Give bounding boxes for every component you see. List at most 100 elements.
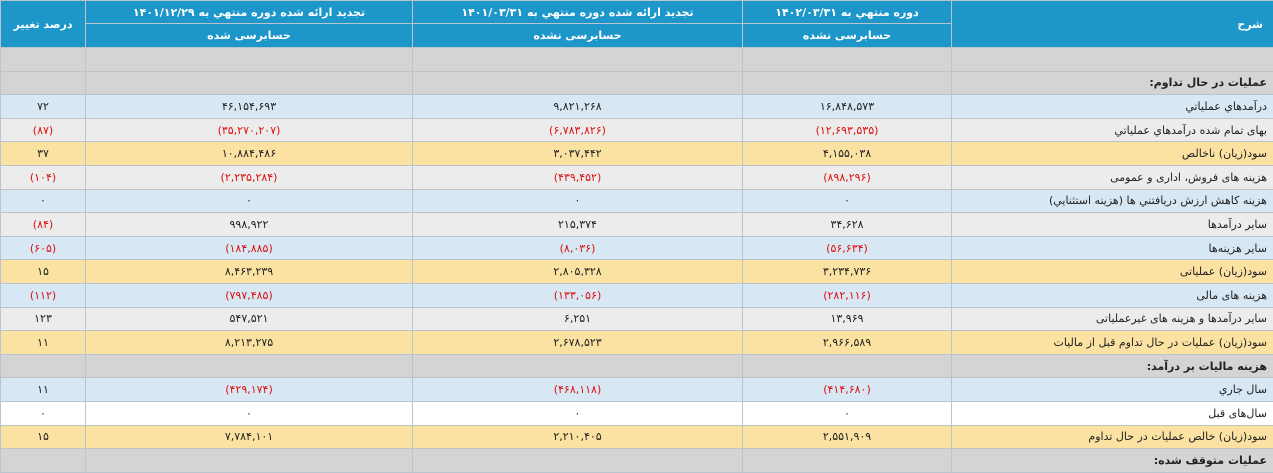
value-1402	[743, 71, 952, 95]
change-percent: (۸۴)	[1, 213, 86, 237]
value-1401-12	[86, 48, 413, 72]
value-1401-03: ۶,۲۵۱	[413, 307, 743, 331]
row-label: هزينه کاهش ارزش دريافتني ها (هزينه استثن…	[952, 189, 1273, 213]
value-1401-03: (۴۶۸,۱۱۸)	[413, 378, 743, 402]
table-row: سایر هزینه‌ها(۵۶,۶۳۴)(۸,۰۳۶)(۱۸۴,۸۸۵)(۶۰…	[1, 236, 1273, 260]
value-1402: ۲,۵۵۱,۹۰۹	[743, 425, 952, 449]
value-1401-03: (۸,۰۳۶)	[413, 236, 743, 260]
change-percent: ۱۱	[1, 378, 86, 402]
change-percent-header: درصد تغيير	[1, 1, 86, 48]
section-row: هزينه ماليات بر درآمد:	[1, 354, 1273, 378]
table-row: هزينه هاى مالى(۲۸۲,۱۱۶)(۱۳۳,۰۵۶)(۷۹۷,۴۸۵…	[1, 283, 1273, 307]
value-1401-03	[413, 354, 743, 378]
value-1402	[743, 48, 952, 72]
value-1402: ۳,۲۳۴,۷۳۶	[743, 260, 952, 284]
value-1401-12: (۴۲۹,۱۷۴)	[86, 378, 413, 402]
section-row: عمليات متوقف شده:	[1, 449, 1273, 473]
change-percent: ۰	[1, 401, 86, 425]
value-1401-03: ۳,۰۳۷,۴۴۲	[413, 142, 743, 166]
change-percent: ۱۵	[1, 425, 86, 449]
value-1401-03: (۱۳۳,۰۵۶)	[413, 283, 743, 307]
value-1401-03: ۰	[413, 189, 743, 213]
value-1402: (۱۲,۶۹۳,۵۳۵)	[743, 118, 952, 142]
change-percent: ۱۱	[1, 331, 86, 355]
audit-status-1: حسابرسی نشده	[743, 24, 952, 48]
change-percent: ۱۲۳	[1, 307, 86, 331]
value-1402: ۱۶,۸۴۸,۵۷۳	[743, 95, 952, 119]
section-row	[1, 48, 1273, 72]
change-percent: ۰	[1, 189, 86, 213]
value-1401-03	[413, 71, 743, 95]
change-percent: ۳۷	[1, 142, 86, 166]
period-1401-03-header: تجدید ارائه شده دوره منتهي به ۱۴۰۱/۰۳/۳۱	[413, 1, 743, 24]
value-1401-03	[413, 48, 743, 72]
row-label: هزينه هاى مالى	[952, 283, 1273, 307]
row-label: ساير درآمدها و هزينه هاى غيرعملياتى	[952, 307, 1273, 331]
change-percent: (۱۰۴)	[1, 165, 86, 189]
value-1402: ۲,۹۶۶,۵۸۹	[743, 331, 952, 355]
row-label: سود(زيان) عمليات در حال تداوم قبل از مال…	[952, 331, 1273, 355]
value-1401-12: (۷۹۷,۴۸۵)	[86, 283, 413, 307]
value-1402: ۴,۱۵۵,۰۳۸	[743, 142, 952, 166]
row-label: هزينه ماليات بر درآمد:	[952, 354, 1273, 378]
value-1402	[743, 449, 952, 473]
value-1401-12	[86, 449, 413, 473]
row-label: درآمدهاي عملياتي	[952, 95, 1273, 119]
value-1401-03: ۲,۲۱۰,۴۰۵	[413, 425, 743, 449]
table-row: هزينه هاى فروش، ادارى و عمومى(۸۹۸,۲۹۶)(۴…	[1, 165, 1273, 189]
row-label: هزينه هاى فروش، ادارى و عمومى	[952, 165, 1273, 189]
row-label: بهاى تمام شده درآمدهاي عملياتي	[952, 118, 1273, 142]
table-row: هزينه کاهش ارزش دريافتني ها (هزينه استثن…	[1, 189, 1273, 213]
row-label: عمليات متوقف شده:	[952, 449, 1273, 473]
value-1401-03: ۲,۶۷۸,۵۲۳	[413, 331, 743, 355]
change-percent: ۱۵	[1, 260, 86, 284]
period-1402-header: دوره منتهي به ۱۴۰۲/۰۳/۳۱	[743, 1, 952, 24]
value-1401-12: ۰	[86, 401, 413, 425]
value-1402: (۸۹۸,۲۹۶)	[743, 165, 952, 189]
value-1402: ۰	[743, 189, 952, 213]
change-percent	[1, 449, 86, 473]
row-label: سود(زيان) ناخالص	[952, 142, 1273, 166]
value-1401-12: ۴۶,۱۵۴,۶۹۳	[86, 95, 413, 119]
row-label: عملیات در حال تداوم:	[952, 71, 1273, 95]
value-1401-03	[413, 449, 743, 473]
value-1402: ۰	[743, 401, 952, 425]
value-1401-12: ۹۹۸,۹۲۲	[86, 213, 413, 237]
table-row: بهاى تمام شده درآمدهاي عملياتي(۱۲,۶۹۳,۵۳…	[1, 118, 1273, 142]
value-1401-12	[86, 71, 413, 95]
row-label: سود(زيان) عملياتى	[952, 260, 1273, 284]
row-label: سال‌های قبل	[952, 401, 1273, 425]
value-1401-12	[86, 354, 413, 378]
audit-status-3: حسابرسی شده	[86, 24, 413, 48]
row-label	[952, 48, 1273, 72]
value-1402: (۲۸۲,۱۱۶)	[743, 283, 952, 307]
row-label: سود(زيان) خالص عمليات در حال تداوم	[952, 425, 1273, 449]
period-1401-12-header: تجدید ارائه شده دوره منتهي به ۱۴۰۱/۱۲/۲۹	[86, 1, 413, 24]
value-1402: (۴۱۴,۶۸۰)	[743, 378, 952, 402]
value-1401-03: (۴۳۹,۴۵۲)	[413, 165, 743, 189]
change-percent: ۷۲	[1, 95, 86, 119]
row-label: ساير درآمدها	[952, 213, 1273, 237]
change-percent: (۸۷)	[1, 118, 86, 142]
change-percent	[1, 71, 86, 95]
audit-status-2: حسابرسی نشده	[413, 24, 743, 48]
value-1401-03: ۰	[413, 401, 743, 425]
change-percent: (۶۰۵)	[1, 236, 86, 260]
value-1402: ۱۳,۹۶۹	[743, 307, 952, 331]
change-percent: (۱۱۲)	[1, 283, 86, 307]
value-1402	[743, 354, 952, 378]
value-1402: ۳۴,۶۲۸	[743, 213, 952, 237]
change-percent	[1, 354, 86, 378]
desc-header: شرح	[952, 1, 1273, 48]
value-1401-12: (۲,۲۳۵,۲۸۴)	[86, 165, 413, 189]
change-percent	[1, 48, 86, 72]
value-1401-12: (۱۸۴,۸۸۵)	[86, 236, 413, 260]
value-1401-03: ۹,۸۲۱,۲۶۸	[413, 95, 743, 119]
header-row: شرح دوره منتهي به ۱۴۰۲/۰۳/۳۱ تجدید ارائه…	[1, 1, 1273, 24]
